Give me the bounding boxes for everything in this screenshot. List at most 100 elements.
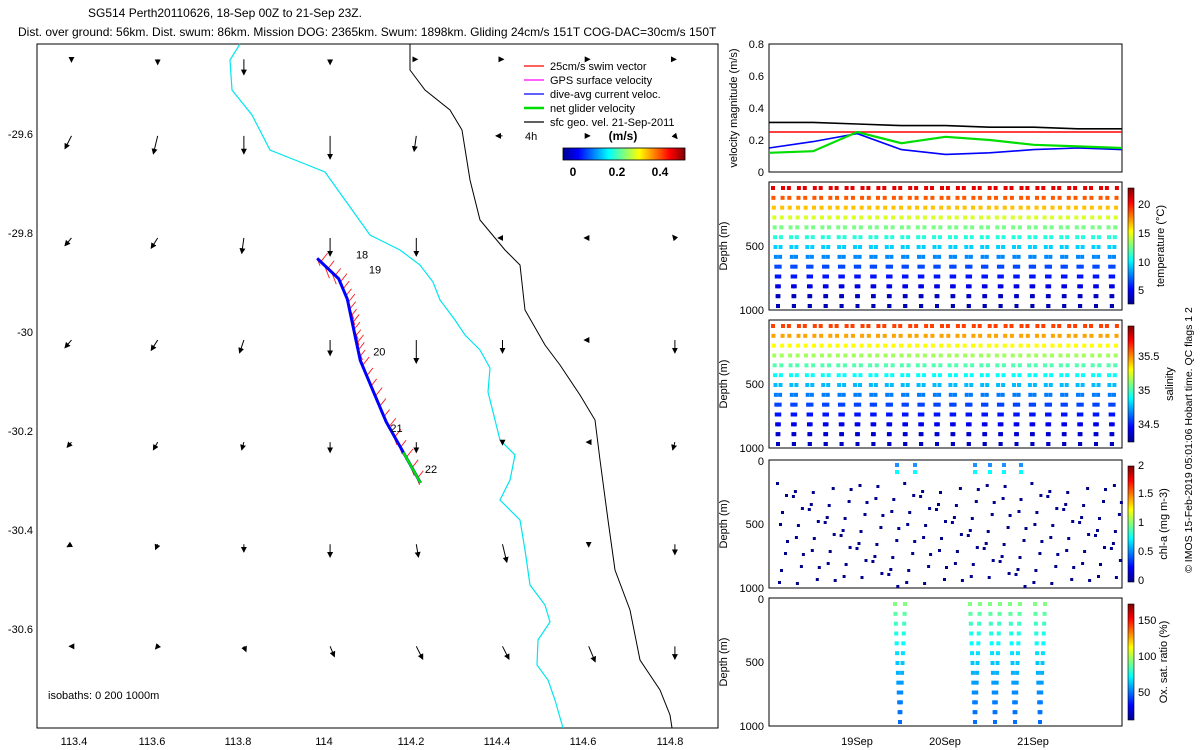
- profile-point: [978, 353, 983, 358]
- profile-point: [982, 442, 987, 446]
- profile-point: [897, 527, 901, 530]
- profile-point: [917, 274, 922, 279]
- profile-point: [1033, 602, 1037, 606]
- profile-point: [1010, 651, 1015, 656]
- profile-point: [843, 343, 848, 348]
- profile-point: [871, 432, 876, 437]
- profile-point: [793, 274, 798, 279]
- profile-point: [771, 333, 776, 338]
- profile-point: [1080, 383, 1085, 387]
- profile-point: [847, 500, 851, 503]
- geo-arrow: [414, 544, 421, 558]
- profile-point: [1094, 294, 1099, 299]
- profile-point: [835, 205, 840, 210]
- profile-point: [1026, 353, 1031, 358]
- profile-point: [778, 245, 783, 249]
- profile-point: [1063, 284, 1068, 289]
- profile-point: [1018, 205, 1023, 210]
- profile-point: [961, 324, 966, 328]
- profile-point: [788, 215, 793, 220]
- profile-point: [872, 412, 877, 417]
- profile-point: [1016, 254, 1021, 259]
- profile-point: [970, 670, 975, 675]
- profile-point: [771, 186, 775, 190]
- profile-point: [1039, 690, 1044, 695]
- profile-point: [975, 670, 980, 675]
- profile-point: [896, 680, 901, 685]
- profile-point: [1019, 498, 1023, 501]
- profile-point: [907, 205, 912, 210]
- profile-point: [950, 304, 955, 308]
- salinity-cblabel: salinity: [1164, 367, 1176, 401]
- profile-point: [776, 284, 781, 289]
- profile-point: [895, 463, 899, 467]
- profile-point: [876, 324, 881, 328]
- profile-point: [1104, 324, 1109, 328]
- oxygen-ylabel: Depth (m): [718, 638, 730, 687]
- profile-point: [1110, 422, 1115, 427]
- profile-point: [1057, 324, 1062, 328]
- profile-point: [1017, 363, 1022, 368]
- profile-point: [889, 245, 894, 249]
- profile-point: [1050, 195, 1055, 200]
- profile-point: [858, 245, 862, 249]
- profile-point: [1011, 363, 1016, 368]
- profile-point: [834, 324, 839, 328]
- profile-point: [1034, 569, 1038, 572]
- profile-point: [1076, 264, 1081, 269]
- profile-point: [871, 294, 876, 299]
- temperature-ylabel: Depth (m): [718, 222, 730, 271]
- profile-point: [969, 235, 974, 240]
- profile-point: [836, 373, 841, 378]
- profile-point: [931, 225, 936, 230]
- profile-point: [885, 254, 890, 259]
- profile-point: [924, 324, 929, 328]
- profile-point: [771, 195, 776, 200]
- profile-point: [789, 245, 794, 249]
- profile-point: [1099, 186, 1103, 190]
- profile-point: [995, 373, 1000, 378]
- profile-point: [1025, 333, 1030, 338]
- profile-point: [804, 373, 809, 378]
- map-xtick: 113.4: [61, 736, 88, 748]
- profile-point: [1014, 304, 1019, 308]
- profile-point: [1006, 526, 1010, 529]
- profile-point: [945, 186, 950, 190]
- profile-point: [1031, 422, 1036, 427]
- profile-point: [974, 680, 979, 685]
- isobath-note: isobaths: 0 200 1000m: [48, 690, 159, 702]
- profile-point: [1060, 274, 1065, 279]
- profile-point: [891, 205, 896, 210]
- profile-point: [1080, 516, 1084, 519]
- profile-point: [938, 549, 941, 552]
- profile-point: [946, 195, 951, 200]
- oxygen-ytick: 0: [758, 594, 764, 606]
- profile-point: [1112, 235, 1117, 240]
- swim-vector: [320, 252, 328, 263]
- profile-point: [923, 343, 928, 348]
- profile-point: [1099, 324, 1103, 328]
- profile-point: [923, 195, 928, 200]
- figure-title: SG514 Perth20110626, 18-Sep 00Z to 21-Se…: [88, 6, 362, 20]
- profile-point: [1050, 333, 1055, 338]
- profile-point: [1075, 383, 1080, 387]
- profile-point: [873, 383, 878, 387]
- profile-point: [839, 442, 844, 446]
- profile-point: [872, 284, 877, 289]
- profile-point: [1103, 546, 1106, 549]
- profile-point: [1032, 581, 1036, 584]
- profile-point: [913, 540, 917, 543]
- profile-point: [1003, 324, 1008, 328]
- profile-point: [991, 559, 995, 562]
- profile-point: [795, 353, 800, 358]
- profile-point: [1033, 523, 1037, 526]
- profile-point: [1050, 215, 1055, 220]
- profile-point: [1042, 363, 1047, 368]
- profile-point: [856, 412, 861, 417]
- profile-point: [780, 333, 785, 338]
- profile-point: [940, 537, 943, 540]
- profile-point: [870, 412, 875, 417]
- profile-point: [1026, 343, 1031, 348]
- profile-point: [950, 442, 955, 446]
